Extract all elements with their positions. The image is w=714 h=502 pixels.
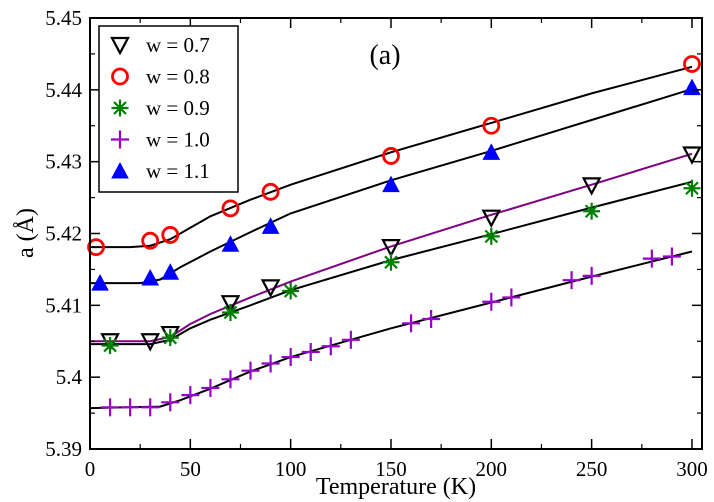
point-s0-7 (581, 177, 602, 196)
point-s3-7 (241, 361, 260, 380)
point-s3-8 (261, 354, 280, 373)
point-s2-2 (221, 304, 239, 322)
point-s3-9 (281, 348, 300, 367)
point-s3-20 (662, 247, 681, 266)
y-tick-label: 5.43 (45, 150, 82, 174)
point-s0-8 (682, 146, 702, 165)
point-s1-3 (221, 199, 240, 218)
legend-marker-4 (111, 161, 129, 179)
y-tick-label: 5.41 (45, 293, 82, 317)
point-s0-6 (481, 209, 502, 229)
legend-marker-3 (111, 130, 129, 149)
y-tick-label: 5.42 (45, 222, 82, 246)
point-s2-1 (161, 329, 179, 347)
x-axis-title: Temperature (K) (316, 474, 476, 500)
point-s2-6 (583, 202, 601, 220)
point-s1-5 (382, 147, 400, 165)
point-s3-18 (582, 266, 601, 285)
point-s2-4 (382, 253, 400, 271)
point-s1-0 (87, 238, 105, 257)
point-s2-7 (683, 179, 701, 197)
point-s0-1 (140, 333, 161, 352)
legend-marker-2 (111, 99, 129, 117)
point-s3-12 (341, 330, 360, 349)
point-s3-13 (402, 314, 421, 333)
point-s4-7 (683, 78, 701, 96)
point-s2-5 (482, 227, 500, 245)
legend-label: w = 1.1 (146, 159, 210, 183)
y-axis-title: a (Å) (13, 208, 39, 258)
point-s0-5 (381, 239, 401, 258)
panel-label: (a) (369, 40, 400, 71)
point-s4-4 (261, 217, 280, 234)
point-s3-5 (201, 378, 220, 397)
point-s3-17 (562, 271, 581, 290)
point-s3-6 (221, 370, 240, 389)
point-s2-0 (101, 337, 119, 355)
point-s3-4 (181, 386, 200, 405)
y-tick-label: 5.4 (56, 365, 83, 389)
point-s3-2 (141, 398, 160, 417)
legend-marker-0 (110, 36, 130, 56)
point-s2-3 (282, 282, 300, 300)
legend-marker-1 (111, 67, 129, 86)
point-s3-15 (482, 292, 501, 311)
point-s3-16 (502, 288, 521, 307)
point-s3-0 (101, 398, 120, 417)
legend-label: w = 0.8 (146, 65, 210, 89)
x-tick-label: 250 (576, 457, 608, 481)
point-s1-2 (161, 226, 180, 244)
point-s0-3 (220, 295, 241, 314)
point-s3-10 (301, 343, 320, 362)
x-tick-label: 300 (676, 457, 708, 481)
data-markers (87, 55, 702, 417)
y-tick-label: 5.45 (45, 6, 82, 30)
fit-curve-3 (90, 180, 693, 346)
point-s3-19 (642, 249, 661, 268)
axis-ticks: 0 50 100 150 200 250 300 5.39 5.4 5.41 5.42 5.43 5.4… (45, 6, 707, 481)
point-s3-1 (121, 398, 140, 417)
point-s3-11 (321, 337, 340, 356)
legend-label: w = 0.9 (146, 96, 210, 120)
point-s4-0 (91, 274, 109, 291)
legend-label: w = 1.0 (146, 128, 210, 152)
point-s0-4 (260, 279, 281, 298)
point-s1-4 (261, 182, 280, 201)
point-s3-3 (161, 393, 180, 412)
point-s3-14 (422, 309, 441, 328)
y-tick-label: 5.44 (45, 78, 82, 102)
legend-label: w = 0.7 (146, 33, 210, 57)
x-tick-label: 0 (85, 457, 96, 481)
point-s1-7 (683, 55, 701, 73)
point-s4-6 (482, 143, 501, 160)
legend: w = 0.7 w = 0.8 w = 0.9 w = 1.0 w = 1.1 (98, 25, 239, 193)
point-s4-2 (161, 263, 180, 280)
x-tick-label: 100 (275, 457, 307, 481)
point-s4-1 (141, 268, 160, 286)
point-s1-1 (141, 231, 160, 250)
y-tick-label: 5.39 (45, 437, 82, 461)
point-s1-6 (482, 116, 501, 135)
point-s4-5 (382, 175, 400, 193)
x-tick-label: 150 (375, 457, 407, 481)
x-tick-label: 200 (476, 457, 508, 481)
point-s4-3 (221, 235, 240, 252)
x-tick-label: 50 (180, 457, 201, 481)
